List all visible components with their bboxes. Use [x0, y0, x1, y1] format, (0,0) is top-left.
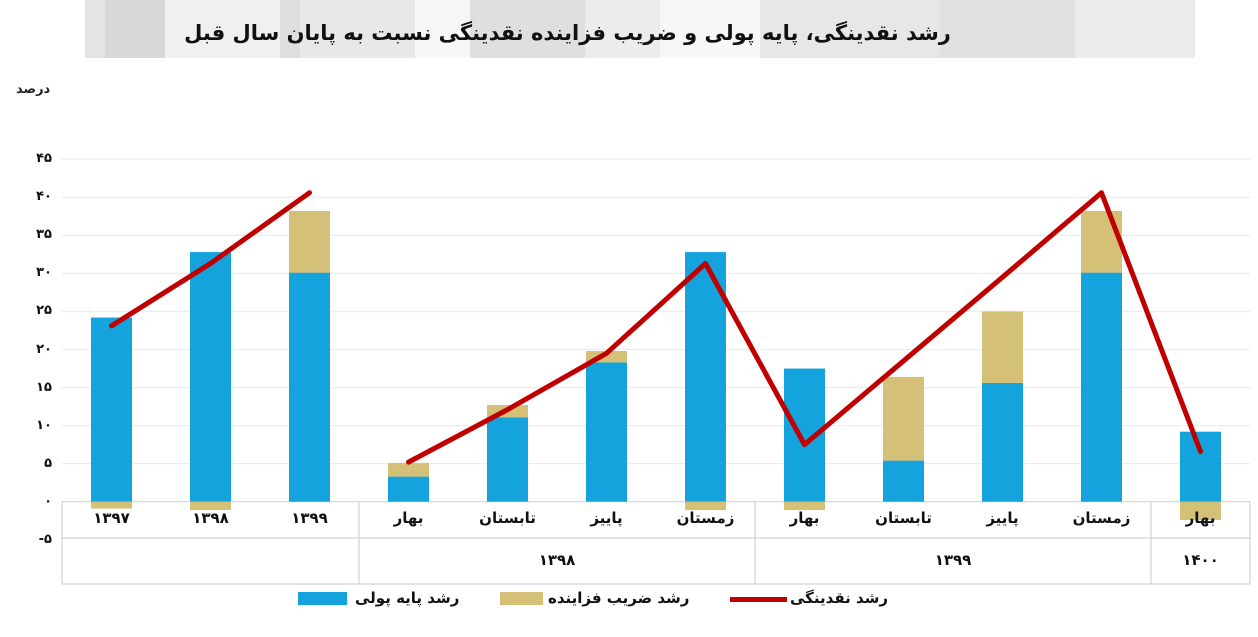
background-stripe: [415, 0, 470, 58]
background-stripe: [585, 0, 660, 58]
x-category-label: بهار: [789, 509, 820, 527]
background-stripe: [660, 0, 760, 58]
y-tick-label: ۰: [44, 493, 52, 509]
y-tick-label: ۲۰: [36, 341, 52, 357]
background-stripe: [85, 0, 105, 58]
background-stripe: [940, 0, 1075, 58]
bar-segment-multiplier-negative: [784, 501, 825, 511]
y-tick-label: ۴۵: [36, 151, 52, 167]
bar-segment-multiplier-negative: [190, 501, 231, 511]
y-tick-label: ۱۰: [36, 417, 52, 433]
bar-segment-multiplier: [1081, 210, 1122, 273]
y-tick-label: ۵: [44, 455, 52, 471]
bar-segment-multiplier: [289, 210, 330, 273]
bar-segment-monetary-base: [1180, 431, 1221, 502]
x-category-label: پاییز: [590, 509, 623, 527]
liquidity-growth-line: [406, 190, 1203, 465]
liquidity-growth-line: [109, 190, 312, 329]
x-category-label: ۱۳۹۹: [291, 509, 328, 527]
bar-segment-monetary-base: [982, 382, 1023, 502]
bar-segment-monetary-base: [1081, 272, 1122, 502]
background-stripe: [760, 0, 940, 58]
bar-segment-monetary-base: [91, 317, 132, 502]
x-category-label: بهار: [1185, 509, 1216, 527]
y-tick-label: -۵: [38, 531, 52, 547]
bar-segment-monetary-base: [289, 272, 330, 502]
bar-segment-monetary-base: [487, 417, 528, 502]
x-group-year-label: ۱۴۰۰: [1182, 551, 1219, 569]
background-stripe: [165, 0, 280, 58]
x-category-label: ۱۳۹۸: [192, 509, 229, 527]
x-category-label: بهار: [393, 509, 424, 527]
y-tick-label: ۱۵: [36, 379, 52, 395]
x-category-label: زمستان: [676, 509, 735, 527]
bar-segment-multiplier: [586, 351, 627, 363]
x-category-label: ۱۳۹۷: [93, 509, 130, 527]
y-tick-label: ۴۰: [36, 189, 52, 205]
legend-label: رشد پایه پولی: [355, 589, 460, 607]
background-stripe: [105, 0, 165, 58]
background-stripe: [1075, 0, 1195, 58]
bar-segment-multiplier-negative: [685, 501, 726, 511]
bar-segment-multiplier: [388, 462, 429, 477]
bar-segment-monetary-base: [388, 476, 429, 502]
bar-segment-monetary-base: [586, 362, 627, 502]
bar-segment-multiplier-negative: [91, 501, 132, 509]
legend-label: رشد نقدینگی: [790, 589, 889, 607]
bar-segment-multiplier-negative: [1180, 501, 1221, 520]
legend-marker-liquidity-line: [730, 597, 787, 602]
bar-segment-monetary-base: [883, 460, 924, 502]
x-category-label: تابستان: [875, 509, 932, 527]
background-stripe: [300, 0, 415, 58]
y-tick-label: ۳۵: [36, 227, 52, 243]
y-axis-unit-label: درصد: [16, 82, 51, 97]
legend-marker-multiplier: [500, 592, 543, 605]
chart-title: رشد نقدینگی، پایه پولی و ضریب فزاینده نق…: [184, 21, 951, 45]
x-group-year-label: ۱۳۹۹: [934, 551, 972, 569]
bar-segment-multiplier: [883, 376, 924, 461]
y-tick-label: ۳۰: [36, 265, 52, 281]
x-category-label: زمستان: [1072, 509, 1131, 527]
legend-marker-monetary-base: [298, 592, 347, 605]
background-stripe: [280, 0, 300, 58]
y-tick-label: ۲۵: [36, 303, 52, 319]
legend-label: رشد ضریب فزاینده: [548, 589, 690, 607]
x-category-label: پاییز: [986, 509, 1019, 527]
background-stripe: [470, 0, 585, 58]
bar-segment-monetary-base: [190, 252, 231, 502]
x-category-label: تابستان: [479, 509, 536, 527]
bar-segment-multiplier: [982, 311, 1023, 383]
x-group-year-label: ۱۳۹۸: [538, 551, 576, 569]
